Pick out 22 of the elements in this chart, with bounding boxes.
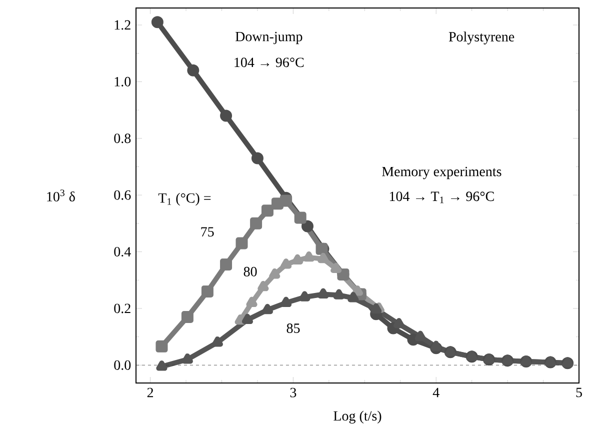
annotation: Memory experiments [382,166,502,180]
y-tick-label: 1.0 [114,76,131,86]
y-tick-label: 1.2 [114,20,130,30]
annotation: 85 [286,324,300,333]
annotation: Polystyrene [448,32,514,44]
annotation: T$_{1}$ (°C) = [158,192,211,206]
y-tick-label: 0.0 [114,360,131,370]
annotation: 75 [201,227,214,237]
x-tick-label: 4 [432,388,440,398]
y-tick-label: 0.4 [114,247,131,257]
annotation: 104 → 96°C [234,58,304,68]
y-axis-title: 10$^{3}$ δ [47,190,75,202]
x-tick-label: 2 [147,388,154,398]
y-tick-label: 0.6 [114,190,131,200]
x-axis-title: Log (t/s) [334,410,382,424]
y-tick-label: 0.2 [114,304,130,314]
annotation: 80 [244,266,257,276]
x-tick-label: 3 [290,388,296,398]
x-tick-label: 5 [576,388,582,398]
annotation: Down-jump [235,32,302,44]
y-tick-label: 0.8 [114,134,131,144]
annotation: 104 → T$_{1}$ → 96°C [390,192,494,204]
